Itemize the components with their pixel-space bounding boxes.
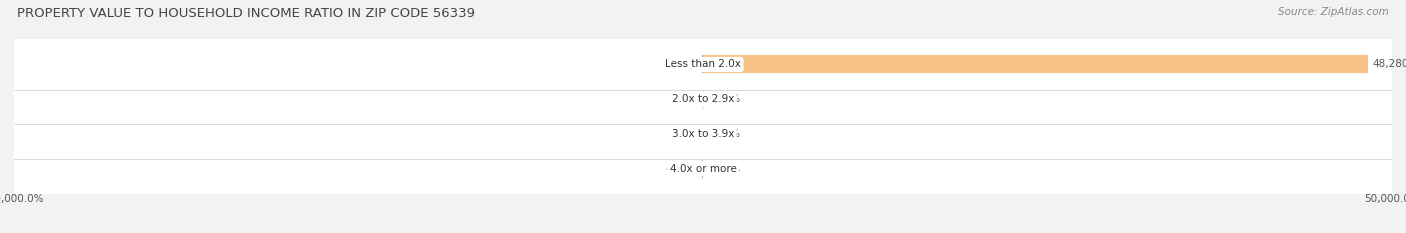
FancyBboxPatch shape (14, 39, 1392, 90)
FancyBboxPatch shape (14, 143, 1392, 194)
FancyBboxPatch shape (14, 109, 1392, 159)
Text: 16.9%: 16.9% (707, 164, 741, 174)
FancyBboxPatch shape (14, 74, 1392, 124)
Text: 18.0%: 18.0% (707, 129, 741, 139)
Text: 48,280.4%: 48,280.4% (1372, 59, 1406, 69)
Text: Source: ZipAtlas.com: Source: ZipAtlas.com (1278, 7, 1389, 17)
Text: 2.0x to 2.9x: 2.0x to 2.9x (672, 94, 734, 104)
Text: 41.6%: 41.6% (665, 59, 699, 69)
Bar (703, 55, 1368, 73)
Text: Less than 2.0x: Less than 2.0x (665, 59, 741, 69)
Text: 1.6%: 1.6% (672, 129, 699, 139)
Text: 48.0%: 48.0% (665, 164, 699, 174)
Text: PROPERTY VALUE TO HOUSEHOLD INCOME RATIO IN ZIP CODE 56339: PROPERTY VALUE TO HOUSEHOLD INCOME RATIO… (17, 7, 475, 20)
Text: 4.0x or more: 4.0x or more (669, 164, 737, 174)
Text: 49.2%: 49.2% (707, 94, 741, 104)
Text: 8.0%: 8.0% (672, 94, 699, 104)
Text: 3.0x to 3.9x: 3.0x to 3.9x (672, 129, 734, 139)
